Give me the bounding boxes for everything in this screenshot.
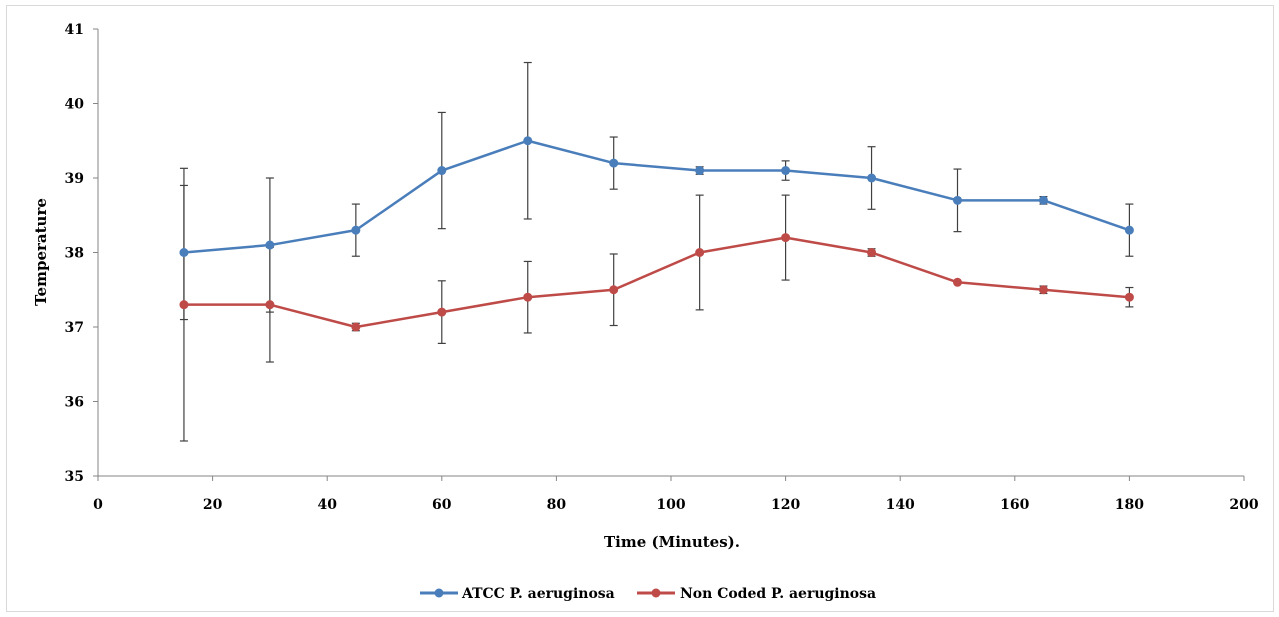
y-tick-label: 39 [65,171,84,187]
axes [93,28,1245,481]
chart-area [6,5,1274,612]
legend-marker-dot [651,588,661,598]
data-point [781,166,791,176]
y-tick-label: 40 [65,97,85,113]
x-tick-label: 40 [317,497,337,513]
data-point [179,248,189,257]
x-tick-label: 160 [1000,497,1029,513]
data-point [265,300,275,310]
series-line [183,236,1130,329]
x-tick-label: 80 [547,497,567,513]
y-tick-label: 36 [65,395,84,411]
x-tick-label: 200 [1229,497,1258,513]
data-point [953,277,962,287]
x-tick-label: 180 [1115,497,1144,513]
legend-label: Non Coded P. aeruginosa [680,586,876,602]
legend-marker-dot [434,588,444,598]
tick-labels: 35 36 37 38 39 40 41 0 20 40 60 80 100 120 140 160 180 20… [65,22,1259,513]
data-point [1038,285,1048,295]
series-line [183,139,1130,254]
x-tick-label: 20 [203,497,223,513]
y-tick-label: 38 [65,246,84,262]
x-tick-label: 120 [771,497,800,513]
y-tick-label: 41 [65,22,84,38]
data-point [609,158,619,168]
y-tick-label: 37 [65,320,84,336]
x-tick-label: 0 [93,497,103,513]
legend: ATCC P. aeruginosa Non Coded P. aerugino… [420,586,876,602]
y-axis-title: Temperature [32,198,50,306]
legend-label: ATCC P. aeruginosa [461,586,615,602]
data-point [523,292,533,302]
data-point [695,248,705,257]
data-point [351,322,361,332]
data-point [953,195,962,205]
x-tick-label: 140 [886,497,915,513]
data-point [1038,195,1048,205]
error-bars [179,61,1134,442]
data-point [867,173,877,183]
data-point [437,307,447,317]
legend-item-atcc: ATCC P. aeruginosa [420,586,615,602]
data-point [781,233,791,243]
x-tick-label: 60 [432,497,452,513]
data-point [609,285,619,295]
data-point [867,248,877,257]
y-tick-label: 35 [65,469,84,485]
data-point [1124,225,1134,235]
series-lines [179,136,1134,332]
data-point [265,240,275,250]
x-tick-label: 100 [656,497,685,513]
data-point [179,300,189,310]
x-axis-title: Time (Minutes). [604,533,740,551]
legend-item-non-coded: Non Coded P. aeruginosa [637,586,876,602]
data-point [1124,292,1134,302]
data-point [437,166,447,176]
data-point [523,136,533,146]
data-point [695,166,705,176]
data-point [351,225,361,235]
